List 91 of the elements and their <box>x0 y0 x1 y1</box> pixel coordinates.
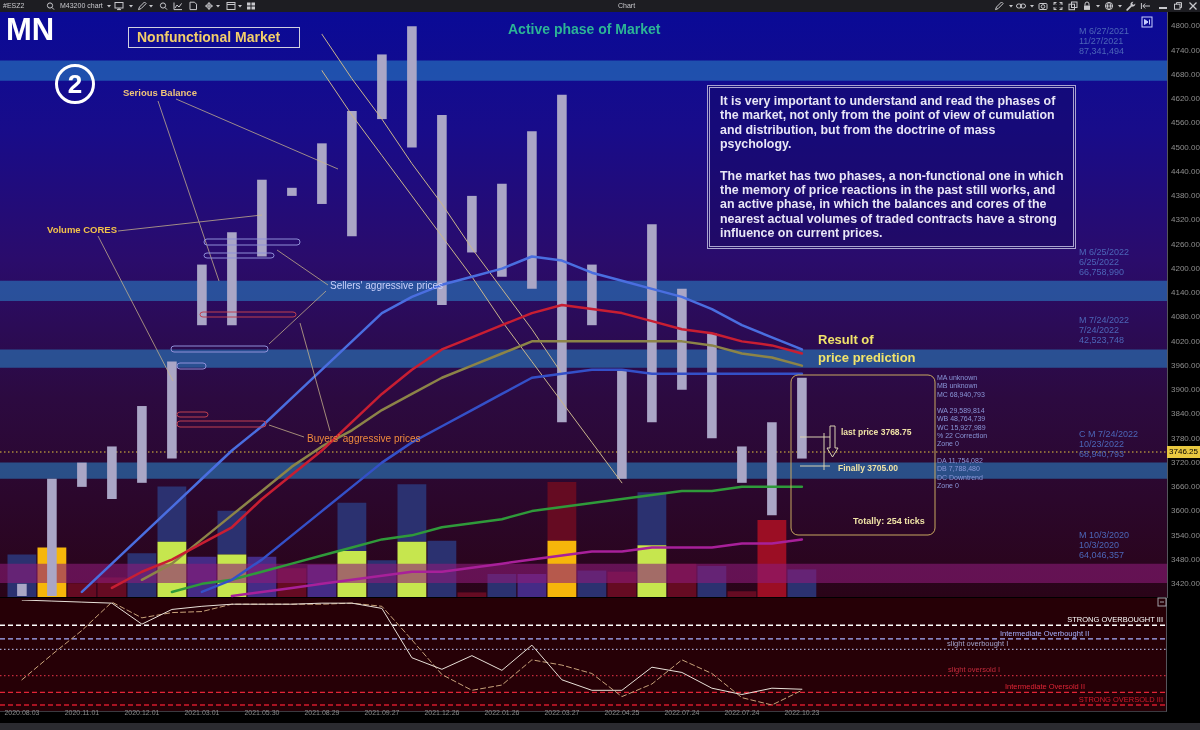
y-tick-label: 4620.00 <box>1171 94 1200 104</box>
bar <box>647 224 657 423</box>
y-tick-label: 4800.00 <box>1171 21 1200 31</box>
bar <box>667 563 697 597</box>
bar <box>97 577 127 597</box>
bar <box>367 560 397 597</box>
bar <box>797 377 807 459</box>
bar <box>787 569 817 597</box>
bar <box>547 482 577 541</box>
y-tick-label: 4380.00 <box>1171 191 1200 201</box>
bar <box>397 541 427 597</box>
bar <box>17 583 27 596</box>
bar <box>337 551 367 597</box>
y-tick-label: 3660.00 <box>1171 482 1200 492</box>
bar <box>557 94 567 423</box>
bar <box>287 187 297 196</box>
y-tick-label: 4080.00 <box>1171 312 1200 322</box>
bar <box>677 288 687 390</box>
bar <box>317 143 327 204</box>
band-label: M 6/25/2022 6/25/2022 66,758,990 <box>1079 246 1130 277</box>
annotation: Serious Balance <box>123 87 197 99</box>
annotation: It is very important to understand and read the phases of the market, not only from the point of view of cumulation and distribution, but from the doctrine of mass psychology. <box>720 94 1057 152</box>
bar <box>577 570 607 597</box>
bar <box>497 183 507 277</box>
bar <box>137 406 147 483</box>
bar <box>377 54 387 120</box>
bar <box>487 574 517 597</box>
annotation: The market has two phases, a non-functional one in which the memory of price reactions in the past still works, and an active phase, in which the balances and cores of the nearest actual volumes of traded contracts have a strong influence on current prices. <box>720 168 1065 241</box>
y-tick-label: 4200.00 <box>1171 263 1200 273</box>
band-label: M 10/3/2020 10/3/2020 64,046,357 <box>1079 529 1130 560</box>
y-tick-label: 4440.00 <box>1171 166 1200 176</box>
bar <box>527 131 537 289</box>
bar <box>227 232 237 326</box>
y-tick-label: 3420.00 <box>1171 579 1200 589</box>
bar <box>337 502 367 551</box>
y-tick-label: 4500.00 <box>1171 142 1200 152</box>
bar <box>547 540 577 597</box>
y-tick-label: 4740.00 <box>1171 45 1200 55</box>
y-tick-label: 3840.00 <box>1171 409 1200 419</box>
y-tick-label: 3780.00 <box>1171 433 1200 443</box>
bar <box>257 179 267 257</box>
bar <box>457 592 487 597</box>
y-tick-label: 3600.00 <box>1171 506 1200 516</box>
bar <box>607 571 637 597</box>
bar <box>727 591 757 597</box>
bar <box>757 519 787 597</box>
bar <box>167 361 177 459</box>
bar <box>347 111 357 237</box>
y-tick-label: 4140.00 <box>1171 288 1200 298</box>
text: Totally: 254 ticks <box>853 516 925 527</box>
ref-line-label: 3746.25 <box>1169 447 1199 457</box>
bar <box>67 583 97 597</box>
bar <box>517 574 547 597</box>
bar <box>397 484 427 542</box>
annotation: Volume CORES <box>47 224 118 236</box>
annotation: Active phase of Market <box>508 21 661 38</box>
annotation: MN <box>6 12 55 48</box>
y-tick-label: 4680.00 <box>1171 69 1200 79</box>
bar <box>637 545 667 597</box>
y-tick-label: 3900.00 <box>1171 385 1200 395</box>
text: Finally 3705.00 <box>838 463 899 474</box>
y-tick-label: 4560.00 <box>1171 118 1200 128</box>
bar <box>157 486 187 542</box>
bar <box>197 264 207 326</box>
bar <box>467 195 477 253</box>
bar <box>707 333 717 439</box>
band-label: M 7/24/2022 7/24/2022 42,523,748 <box>1079 315 1130 346</box>
bar <box>737 446 747 483</box>
band-label: C M 7/24/2022 10/23/2022 68,940,793 <box>1079 428 1139 459</box>
bar <box>587 264 597 326</box>
annotation: 2 <box>55 64 95 104</box>
bar <box>77 462 87 487</box>
y-tick-label: 3540.00 <box>1171 530 1200 540</box>
annotation: Nonfunctional Market <box>128 27 300 49</box>
y-tick-label: 3720.00 <box>1171 457 1200 467</box>
text: last price 3768.75 <box>841 427 912 438</box>
y-tick-label: 3480.00 <box>1171 554 1200 564</box>
bar <box>407 26 417 148</box>
bar <box>767 422 777 516</box>
text: Result of price prediction <box>818 331 916 367</box>
bar <box>697 565 727 597</box>
bar <box>427 540 457 597</box>
y-tick-label: 4320.00 <box>1171 215 1200 225</box>
bar <box>637 492 667 546</box>
bar <box>617 369 627 479</box>
y-tick-label: 3960.00 <box>1171 360 1200 370</box>
bar <box>107 446 117 499</box>
y-tick-label: 4260.00 <box>1171 239 1200 249</box>
bar <box>7 554 37 597</box>
band-label: M 6/27/2021 11/27/2021 87,341,494 <box>1079 26 1130 57</box>
y-tick-label: 4020.00 <box>1171 336 1200 346</box>
